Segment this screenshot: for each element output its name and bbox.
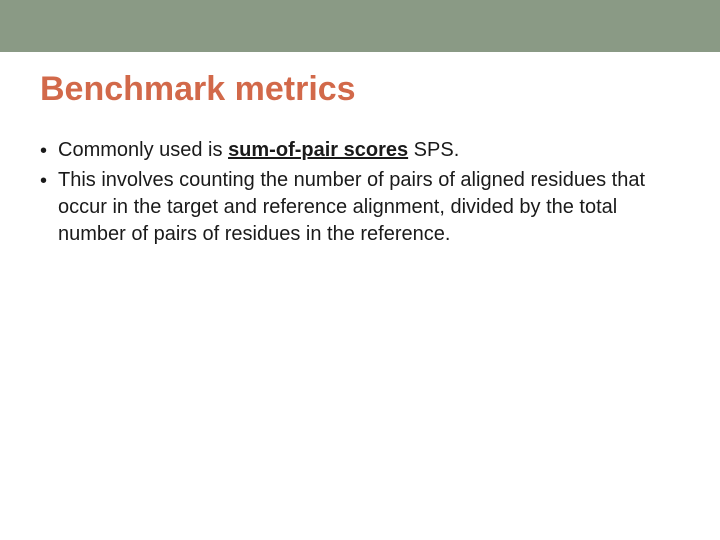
bullet-dot-icon: • — [40, 137, 58, 165]
slide-title: Benchmark metrics — [40, 70, 680, 109]
top-bar — [0, 0, 720, 52]
bullet-post: SPS. — [408, 139, 459, 161]
bullet-text: Commonly used is sum-of-pair scores SPS. — [58, 137, 680, 164]
bullet-pre: Commonly used is — [58, 139, 228, 161]
slide-content: Benchmark metrics • Commonly used is sum… — [0, 52, 720, 248]
bullet-text: This involves counting the number of pai… — [58, 167, 680, 248]
list-item: • Commonly used is sum-of-pair scores SP… — [40, 137, 680, 165]
bullet-dot-icon: • — [40, 167, 58, 195]
bullet-emph: sum-of-pair scores — [228, 139, 408, 161]
bullet-list: • Commonly used is sum-of-pair scores SP… — [40, 137, 680, 248]
bullet-pre: This involves counting the number of pai… — [58, 169, 645, 245]
list-item: • This involves counting the number of p… — [40, 167, 680, 248]
